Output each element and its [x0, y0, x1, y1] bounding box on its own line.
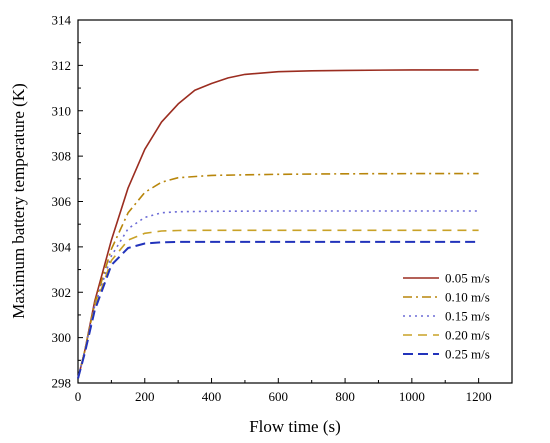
x-tick-label: 800: [335, 389, 355, 404]
y-tick-label: 302: [52, 285, 72, 300]
legend: 0.05 m/s 0.10 m/s 0.15 m/s 0.20 m/s 0.25 m/s: [403, 271, 490, 362]
x-axis-label: Flow time (s): [249, 417, 341, 436]
x-tick-label: 1000: [399, 389, 425, 404]
legend-label: 0.25 m/s: [445, 347, 490, 362]
legend-label: 0.20 m/s: [445, 328, 490, 343]
x-tick-label: 0: [75, 389, 82, 404]
y-tick-label: 314: [52, 13, 72, 28]
y-tick-label: 306: [52, 194, 72, 209]
y-tick-label: 298: [52, 376, 72, 391]
x-tick-label: 600: [269, 389, 289, 404]
y-tick-label: 300: [52, 330, 72, 345]
x-tick-label: 400: [202, 389, 222, 404]
y-tick-label: 304: [52, 239, 72, 254]
x-tick-label: 1200: [466, 389, 492, 404]
x-tick-label: 200: [135, 389, 155, 404]
y-tick-label: 308: [52, 149, 72, 164]
legend-label: 0.10 m/s: [445, 290, 490, 305]
y-axis-ticks: 298 300 302 304 306 308 310 312 314: [52, 13, 83, 391]
series-line-1: [77, 69, 479, 379]
series-line-2: [77, 172, 479, 379]
series-line-4: [77, 229, 479, 379]
series-line-5: [77, 240, 479, 379]
y-tick-label: 312: [52, 58, 72, 73]
y-axis-label: Maximum battery temperature (K): [9, 83, 28, 319]
y-tick-label: 310: [52, 103, 72, 118]
series-layer: [77, 69, 479, 379]
legend-label: 0.15 m/s: [445, 309, 490, 324]
x-axis-ticks: 0 200 400 600 800 1000 1200: [75, 378, 492, 404]
legend-label: 0.05 m/s: [445, 271, 490, 286]
